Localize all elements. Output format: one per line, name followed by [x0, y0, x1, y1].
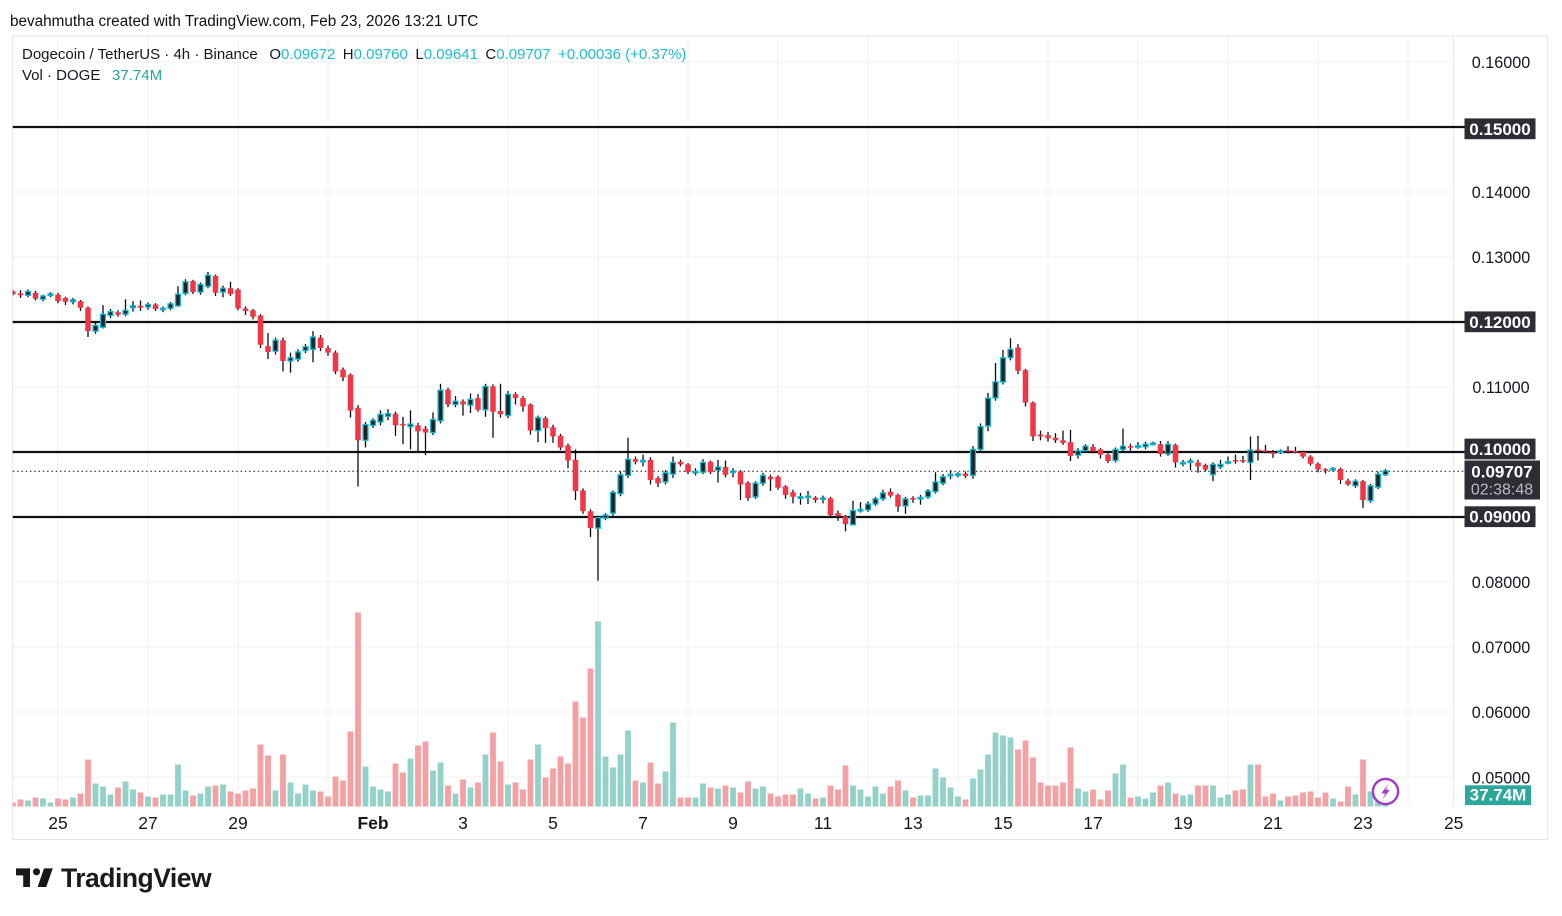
svg-text:13: 13 [903, 813, 922, 833]
svg-text:0.11000: 0.11000 [1472, 379, 1529, 397]
svg-text:3: 3 [458, 813, 468, 833]
svg-text:17: 17 [1083, 813, 1102, 833]
svg-text:bevahmutha created with Tradin: bevahmutha created with TradingView.com,… [10, 13, 478, 30]
svg-text:11: 11 [814, 813, 832, 833]
svg-text:0.09707: 0.09707 [1471, 462, 1532, 481]
svg-text:27: 27 [138, 813, 157, 833]
svg-text:0.08000: 0.08000 [1472, 574, 1531, 592]
svg-text:Feb: Feb [357, 813, 388, 833]
svg-text:0.12000: 0.12000 [1469, 313, 1530, 332]
svg-text:9: 9 [728, 813, 738, 833]
svg-text:19: 19 [1173, 813, 1192, 833]
svg-text:21: 21 [1263, 813, 1282, 833]
svg-text:0.10000: 0.10000 [1469, 440, 1530, 459]
svg-text:Vol · DOGE 37.74M: Vol · DOGE 37.74M [22, 67, 162, 84]
svg-text:29: 29 [228, 813, 247, 833]
svg-text:0.09000: 0.09000 [1469, 508, 1530, 527]
svg-text:0.06000: 0.06000 [1472, 704, 1531, 722]
svg-text:7: 7 [638, 813, 648, 833]
svg-text:25: 25 [1444, 813, 1463, 833]
svg-text:0.14000: 0.14000 [1472, 184, 1531, 202]
svg-text:02:38:48: 02:38:48 [1471, 482, 1533, 499]
svg-text:0.16000: 0.16000 [1472, 54, 1531, 72]
svg-text:0.15000: 0.15000 [1469, 120, 1530, 139]
svg-text:25: 25 [48, 813, 67, 833]
svg-text:0.13000: 0.13000 [1472, 249, 1531, 267]
svg-text:TradingView: TradingView [61, 863, 212, 893]
svg-text:5: 5 [548, 813, 558, 833]
svg-text:Dogecoin / TetherUS · 4h · Bin: Dogecoin / TetherUS · 4h · Binance O0.09… [22, 46, 686, 63]
svg-text:0.05000: 0.05000 [1472, 769, 1531, 787]
svg-text:23: 23 [1353, 813, 1372, 833]
svg-text:15: 15 [993, 813, 1012, 833]
svg-text:37.74M: 37.74M [1470, 786, 1527, 805]
svg-text:0.07000: 0.07000 [1472, 639, 1531, 657]
